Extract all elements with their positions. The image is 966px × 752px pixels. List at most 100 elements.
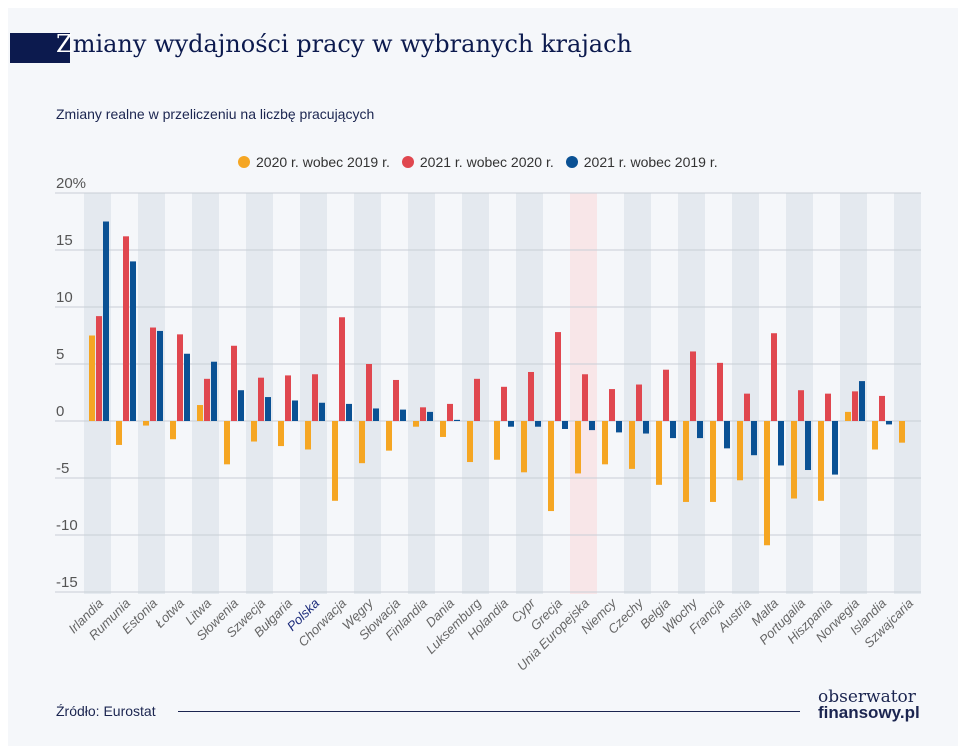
bar-norwegia-s0 xyxy=(845,411,851,421)
bar-islandia-s1 xyxy=(879,395,885,421)
bar-czechy-s2 xyxy=(643,421,649,434)
bar-polska-s2 xyxy=(319,402,325,421)
legend-label: 2021 r. wobec 2020 r. xyxy=(419,154,554,170)
bar-chorwacja-s0 xyxy=(332,421,338,501)
bar-hiszpania-s1 xyxy=(825,393,831,421)
bar-francja-s1 xyxy=(717,362,723,421)
bar-belgia-s1 xyxy=(663,369,669,421)
bar-norwegia-s2 xyxy=(859,381,865,421)
bar-szwecja-s0 xyxy=(251,421,257,442)
page-title: Zmiany wydajności pracy w wybranych kraj… xyxy=(56,30,632,58)
bar-słowacja-s2 xyxy=(400,409,406,421)
bar-włochy-s0 xyxy=(683,421,689,502)
bar-cypr-s1 xyxy=(528,371,534,421)
chart-subtitle: Zmiany realne w przeliczeniu na liczbę p… xyxy=(56,106,375,122)
bar-słowacja-s0 xyxy=(386,421,392,451)
bar-francja-s2 xyxy=(724,421,730,449)
legend-item-2020: 2020 r. wobec 2019 r. xyxy=(238,154,390,170)
bar-słowacja-s1 xyxy=(393,379,399,421)
bar-litwa-s2 xyxy=(211,361,217,421)
bar-słowenia-s1 xyxy=(231,345,237,421)
bar-islandia-s2 xyxy=(886,421,892,425)
bar-dania-s2 xyxy=(454,419,460,421)
bar-finlandia-s2 xyxy=(427,411,433,421)
bar-bułgaria-s1 xyxy=(285,375,291,421)
bar-rumunia-s1 xyxy=(123,236,129,421)
legend-item-2021: 2021 r. wobec 2020 r. xyxy=(401,154,554,170)
bar-polska-s1 xyxy=(312,374,318,421)
bar-cypr-s0 xyxy=(521,421,527,473)
bar-malta-s1 xyxy=(771,333,777,421)
bar-węgry-s2 xyxy=(373,408,379,421)
bar-grecja-s1 xyxy=(555,332,561,421)
bar-austria-s0 xyxy=(737,421,743,481)
bar-grecja-s0 xyxy=(548,421,554,512)
bar-słowenia-s0 xyxy=(224,421,230,465)
bar-polska-s0 xyxy=(305,421,311,450)
bar-austria-s2 xyxy=(751,421,757,456)
bar-włochy-s1 xyxy=(690,351,696,421)
bar-portugalia-s1 xyxy=(798,390,804,421)
bar-łotwa-s2 xyxy=(184,353,190,421)
bar-słowenia-s2 xyxy=(238,390,244,421)
bar-litwa-s1 xyxy=(204,378,210,421)
bar-belgia-s2 xyxy=(670,421,676,439)
bar-estonia-s2 xyxy=(157,330,163,421)
legend-item-2021-vs-2019: 2021 r. wobec 2019 r. xyxy=(565,154,718,170)
bar-niemcy-s0 xyxy=(602,421,608,465)
bar-litwa-s0 xyxy=(197,405,203,421)
bar-dania-s0 xyxy=(440,421,446,437)
title-accent-block xyxy=(10,33,70,63)
bar-norwegia-s1 xyxy=(852,391,858,421)
bar-malta-s0 xyxy=(764,421,770,546)
bar-łotwa-s1 xyxy=(177,334,183,421)
bar-szwecja-s2 xyxy=(265,397,271,421)
bar-węgry-s0 xyxy=(359,421,365,464)
bar-bułgaria-s2 xyxy=(292,400,298,421)
bar-chorwacja-s2 xyxy=(346,403,352,421)
logo: obserwator finansowy.pl xyxy=(818,687,920,722)
legend-dot-icon xyxy=(238,156,250,168)
bar-niemcy-s2 xyxy=(616,421,622,433)
bar-estonia-s1 xyxy=(150,327,156,421)
bar-bułgaria-s0 xyxy=(278,421,284,447)
bar-austria-s1 xyxy=(744,393,750,421)
y-tick-label: 5 xyxy=(56,346,64,363)
source-note: Źródło: Eurostat xyxy=(56,703,156,719)
bar-holandia-s2 xyxy=(508,421,514,427)
bar-islandia-s0 xyxy=(872,421,878,450)
bar-francja-s0 xyxy=(710,421,716,502)
y-tick-label: -10 xyxy=(56,517,78,534)
logo-line1: obserwator xyxy=(818,687,916,707)
bar-holandia-s1 xyxy=(501,386,507,421)
bar-finlandia-s1 xyxy=(420,407,426,421)
y-tick-label: 15 xyxy=(56,232,73,249)
bar-luksemburg-s1 xyxy=(474,378,480,421)
bar-irlandia-s1 xyxy=(96,316,102,421)
bar-dania-s1 xyxy=(447,403,453,421)
category-band xyxy=(732,193,759,594)
y-tick-label: 10 xyxy=(56,289,73,306)
legend-label: 2020 r. wobec 2019 r. xyxy=(256,154,390,170)
bar-węgry-s1 xyxy=(366,364,372,421)
bar-szwecja-s1 xyxy=(258,377,264,421)
y-tick-label: 0 xyxy=(56,403,64,420)
bar-malta-s2 xyxy=(778,421,784,466)
bar-belgia-s0 xyxy=(656,421,662,485)
y-tick-label: -15 xyxy=(56,574,78,591)
bar-holandia-s0 xyxy=(494,421,500,460)
legend: 2020 r. wobec 2019 r. 2021 r. wobec 2020… xyxy=(238,154,718,170)
bar-łotwa-s0 xyxy=(170,421,176,440)
bar-portugalia-s2 xyxy=(805,421,811,471)
bar-hiszpania-s2 xyxy=(832,421,838,475)
bar-estonia-s0 xyxy=(143,421,149,426)
y-tick-label: 20% xyxy=(56,175,86,192)
bar-chorwacja-s1 xyxy=(339,317,345,421)
legend-dot-icon xyxy=(401,156,414,168)
title-first-letter: Z xyxy=(56,30,73,58)
bar-unia-europejska-s0 xyxy=(575,421,581,474)
bar-finlandia-s0 xyxy=(413,421,419,427)
bar-unia-europejska-s1 xyxy=(582,374,588,421)
bar-hiszpania-s0 xyxy=(818,421,824,501)
